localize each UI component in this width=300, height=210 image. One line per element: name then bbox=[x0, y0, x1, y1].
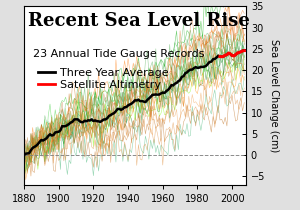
Text: Recent Sea Level Rise: Recent Sea Level Rise bbox=[28, 12, 250, 30]
Legend: Three Year Average, Satellite Altimetry: Three Year Average, Satellite Altimetry bbox=[34, 64, 172, 95]
Text: 23 Annual Tide Gauge Records: 23 Annual Tide Gauge Records bbox=[33, 49, 204, 59]
Y-axis label: Sea Level Change (cm): Sea Level Change (cm) bbox=[269, 39, 279, 152]
